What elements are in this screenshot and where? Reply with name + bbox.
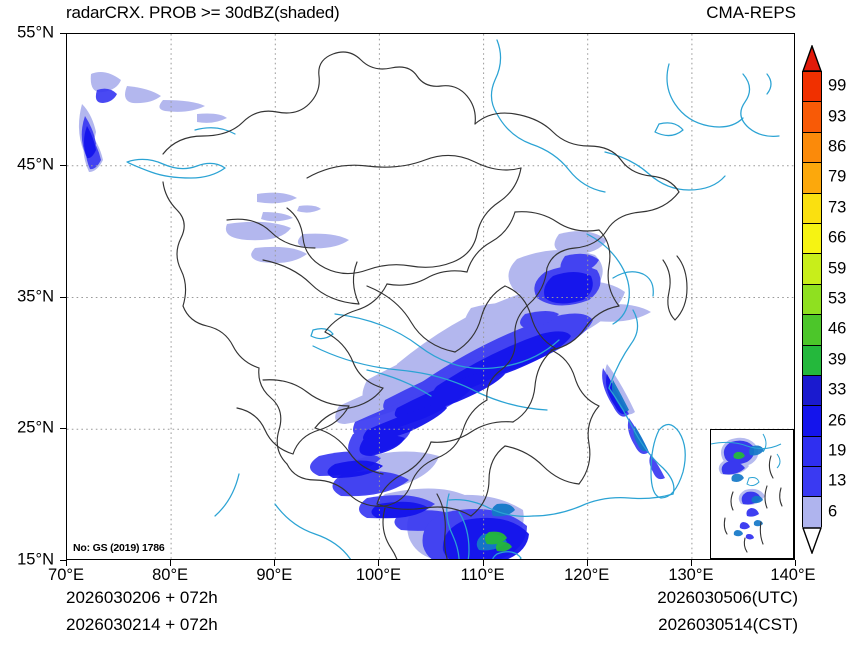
valid-time-cst: 2026030514(CST)	[658, 615, 798, 634]
colorbar-band-73	[803, 193, 821, 224]
tick-lat-35	[60, 296, 66, 298]
model-label: CMA-REPS	[706, 3, 796, 22]
tick-lat-15	[60, 560, 66, 561]
colorbar-band-86	[803, 132, 821, 164]
colorbar-band-26	[803, 406, 821, 437]
tick-lon-130	[690, 560, 692, 566]
colorbar-band-66	[803, 223, 821, 255]
colorbar-band-99	[803, 72, 821, 103]
colorbar-label-86: 86	[828, 137, 847, 156]
tick-lat-25	[60, 428, 66, 430]
map-canvas: No: GS (2019) 1786	[67, 34, 794, 559]
colorbar-label-99: 99	[828, 76, 847, 95]
colorbar-label-46: 46	[828, 319, 847, 338]
tick-lon-140	[795, 560, 796, 566]
colorbar-label-6: 6	[828, 502, 838, 521]
gridlines	[67, 34, 794, 559]
map-plot-area[interactable]: No: GS (2019) 1786	[66, 33, 795, 560]
colorbar-label-66: 66	[828, 228, 847, 247]
colorbar-band-53	[803, 284, 821, 316]
shading-green	[484, 531, 512, 552]
colorbar[interactable]: 99 93 86 79 73 66 59 53 46 39 33 26 19 13 6	[802, 45, 846, 554]
colorbar-under-arrow	[802, 527, 822, 554]
tick-lon-80	[170, 560, 172, 566]
south-china-sea-inset-map[interactable]	[710, 429, 794, 559]
page-title: radarCRX. PROB >= 30dBZ(shaded)	[66, 3, 340, 22]
tick-lon-110	[482, 560, 484, 566]
tick-lon-100	[378, 560, 380, 566]
lat-label-35: 35°N	[17, 287, 54, 305]
colorbar-label-39: 39	[828, 350, 847, 369]
tick-lon-90	[274, 560, 276, 566]
colorbar-band-39	[803, 345, 821, 376]
lat-label-55: 55°N	[17, 23, 54, 42]
lon-label-100: 100°E	[355, 566, 401, 584]
inset-vector-layer	[711, 433, 783, 553]
lon-label-140: 140°E	[770, 566, 816, 584]
valid-time-utc: 2026030506(UTC)	[657, 588, 798, 607]
lon-label-80: 80°E	[152, 566, 189, 584]
colorbar-label-59: 59	[828, 259, 847, 278]
lat-label-15: 15°N	[17, 550, 54, 569]
init-time-cst: 2026030214 + 072h	[66, 615, 218, 634]
colorbar-label-93: 93	[828, 107, 847, 126]
lon-label-110: 110°E	[460, 566, 505, 584]
colorbar-band-13	[803, 467, 821, 498]
lat-label-45: 45°N	[17, 155, 54, 174]
colorbar-band-59	[803, 254, 821, 285]
colorbar-band-6	[803, 497, 821, 528]
colorbar-label-13: 13	[828, 471, 847, 490]
tick-lat-45	[60, 164, 66, 166]
coastlines	[126, 39, 780, 559]
tick-lon-120	[586, 560, 588, 566]
colorbar-band-33	[803, 375, 821, 407]
shading-blue	[81, 88, 665, 559]
country-borders	[162, 51, 688, 559]
init-time-utc: 2026030206 + 072h	[66, 588, 218, 607]
lon-label-70: 70°E	[48, 566, 84, 584]
map-vector-layer	[67, 34, 794, 559]
lon-label-90: 90°E	[256, 566, 293, 584]
colorbar-label-19: 19	[828, 441, 847, 460]
colorbar-label-79: 79	[828, 167, 847, 186]
colorbar-label-26: 26	[828, 411, 847, 430]
colorbar-band-79	[803, 163, 821, 194]
colorbar-over-arrow	[802, 45, 822, 72]
footer: 2026030206 + 072h 2026030506(UTC) 202603…	[0, 588, 860, 647]
tick-lon-70	[66, 560, 67, 566]
copyright-watermark: No: GS (2019) 1786	[73, 542, 165, 554]
footer-row-utc: 2026030206 + 072h 2026030506(UTC)	[0, 588, 860, 615]
lat-label-25: 25°N	[17, 418, 54, 437]
lon-label-120: 120°E	[564, 566, 610, 584]
colorbar-label-53: 53	[828, 289, 847, 308]
colorbar-label-33: 33	[828, 380, 847, 399]
colorbar-label-73: 73	[828, 198, 847, 217]
footer-row-cst: 2026030214 + 072h 2026030514(CST)	[0, 615, 860, 642]
colorbar-band-93	[803, 102, 821, 133]
tick-lat-55	[60, 33, 66, 34]
colorbar-bands	[802, 71, 822, 528]
header: radarCRX. PROB >= 30dBZ(shaded) CMA-REPS	[0, 0, 860, 30]
colorbar-band-19	[803, 436, 821, 468]
lon-label-130: 130°E	[668, 566, 714, 584]
colorbar-band-46	[803, 315, 821, 346]
